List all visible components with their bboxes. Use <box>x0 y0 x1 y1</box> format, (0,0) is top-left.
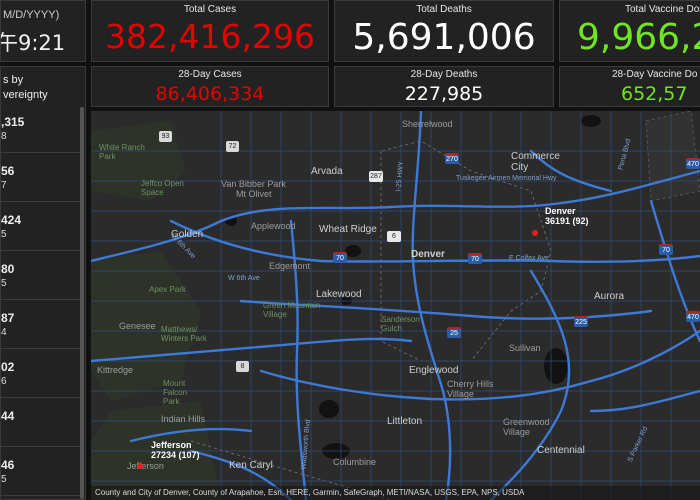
list-heading: s by vereignty <box>3 74 48 101</box>
date-format-label: M/D/YYYY) <box>3 9 60 21</box>
place-applewood: Applewood <box>251 221 296 231</box>
total-vaccine-panel: Total Vaccine Dose 9,966,2 <box>559 0 700 62</box>
cases-28-label: 28-Day Cases <box>178 69 242 80</box>
country-list-panel[interactable]: s by vereignty ,315 8 56 7 424 5 80 5 87… <box>0 66 86 500</box>
list-item[interactable]: ,315 8 <box>1 109 81 153</box>
time-readout: 午9:21 <box>0 31 66 55</box>
interstate-shield: 70 <box>333 252 347 263</box>
place-denver: Denver <box>411 249 445 260</box>
list-scrollbar[interactable] <box>80 107 84 499</box>
place-cherry-hills-village: Cherry Hills Village <box>447 379 494 399</box>
place-kittredge: Kittredge <box>97 365 134 375</box>
map-attribution: County and City of Denver, County of Ara… <box>91 486 700 500</box>
place-commerce-city: Commerce City <box>511 151 560 173</box>
cases-28-value: 86,406,334 <box>155 83 265 105</box>
route-shield: 287 <box>369 171 383 182</box>
vaccine-28-label: 28-Day Vaccine Do <box>612 69 698 80</box>
place-ken-caryl: Ken Caryl <box>229 460 273 471</box>
place-columbine: Columbine <box>333 457 377 467</box>
place-littleton: Littleton <box>387 416 423 427</box>
place-matthews-winters-park: Matthews/ Winters Park <box>161 325 207 343</box>
total-vaccine-value: 9,966,2 <box>577 17 700 58</box>
map-base <box>91 111 700 500</box>
interstate-shield: 270 <box>445 153 459 164</box>
total-deaths-value: 5,691,006 <box>352 17 536 58</box>
place-white-ranch-park: White Ranch Park <box>99 143 145 161</box>
list-item[interactable]: 46 5 <box>1 452 81 496</box>
deaths-28-label: 28-Day Deaths <box>410 69 478 80</box>
place-jefferson-small: Jefferson <box>127 461 164 471</box>
place-sherrelwood: Sherrelwood <box>402 119 453 129</box>
route-shield: 72 <box>226 141 239 152</box>
date-time-panel: M/D/YYYY) 午9:21 <box>0 0 86 62</box>
county-label-denver: Denver 36191 (92) <box>545 206 589 226</box>
total-vaccine-label: Total Vaccine Dose <box>625 4 700 15</box>
vaccine-28-panel: 28-Day Vaccine Do 652,57 <box>559 66 700 107</box>
route-shield: 8 <box>236 361 249 372</box>
route-shield: 93 <box>159 131 172 142</box>
place-englewood: Englewood <box>409 365 459 376</box>
vaccine-28-value: 652,57 <box>621 83 688 105</box>
place-arvada: Arvada <box>311 166 343 177</box>
case-marker-jefferson[interactable] <box>137 463 143 469</box>
place-mt-olivet: Mt Olivet <box>236 189 272 199</box>
deaths-28-value: 227,985 <box>404 83 484 105</box>
place-apex-park: Apex Park <box>149 285 186 294</box>
total-cases-value: 382,416,296 <box>105 17 315 56</box>
place-edgemont: Edgemont <box>269 261 311 271</box>
case-marker-denver[interactable] <box>532 230 538 236</box>
deaths-28-panel: 28-Day Deaths 227,985 <box>334 66 554 107</box>
list-item[interactable]: 87 4 <box>1 305 81 349</box>
place-centennial: Centennial <box>537 445 585 456</box>
interstate-shield: 470 <box>686 158 700 169</box>
total-deaths-panel: Total Deaths 5,691,006 <box>334 0 554 62</box>
place-indian-hills: Indian Hills <box>161 414 206 424</box>
place-jeffco-open-space: Jeffco Open Space <box>141 179 184 197</box>
road-colfax: E Colfax Ave <box>509 255 549 262</box>
place-van-bibber-park: Van Bibber Park <box>221 179 286 189</box>
list-item[interactable]: 02 6 <box>1 354 81 398</box>
place-aurora: Aurora <box>594 291 625 302</box>
list-item[interactable]: 80 5 <box>1 256 81 300</box>
place-sanderson-gulch: Sanderson Gulch <box>381 315 420 333</box>
list-item[interactable]: 56 7 <box>1 158 81 202</box>
place-green-mountain-village: Green Mountain Village <box>263 301 321 319</box>
list-item[interactable]: 424 5 <box>1 207 81 251</box>
total-cases-panel: Total Cases 382,416,296 <box>91 0 329 62</box>
place-greenwood-village: Greenwood Village <box>503 417 550 437</box>
county-label-jefferson: Jefferson 27234 (107) <box>151 440 200 460</box>
place-lakewood: Lakewood <box>316 289 362 300</box>
map-view[interactable]: Sherrelwood White Ranch Park Arvada Comm… <box>91 111 700 500</box>
interstate-shield: 70 <box>659 244 673 255</box>
list-item[interactable]: 44 <box>1 403 81 447</box>
road-tuskegee: Tuskegee Airmen Memorial Hwy <box>456 175 557 182</box>
place-golden: Golden <box>171 229 204 240</box>
place-genesee: Genesee <box>119 321 156 331</box>
route-shield: 6 <box>387 231 401 242</box>
interstate-shield: 25 <box>447 327 461 338</box>
interstate-shield: 470 <box>686 311 700 322</box>
total-cases-label: Total Cases <box>183 4 237 15</box>
cases-28-panel: 28-Day Cases 86,406,334 <box>91 66 329 107</box>
road-w6th-ave-2: W 6th Ave <box>228 275 260 282</box>
interstate-shield: 225 <box>574 316 588 327</box>
total-deaths-label: Total Deaths <box>416 4 472 15</box>
place-mount-falcon-park: Mount Falcon Park <box>163 379 188 406</box>
place-sullivan: Sullivan <box>509 343 541 353</box>
place-wheat-ridge: Wheat Ridge <box>319 224 377 235</box>
interstate-shield: 70 <box>468 253 482 264</box>
